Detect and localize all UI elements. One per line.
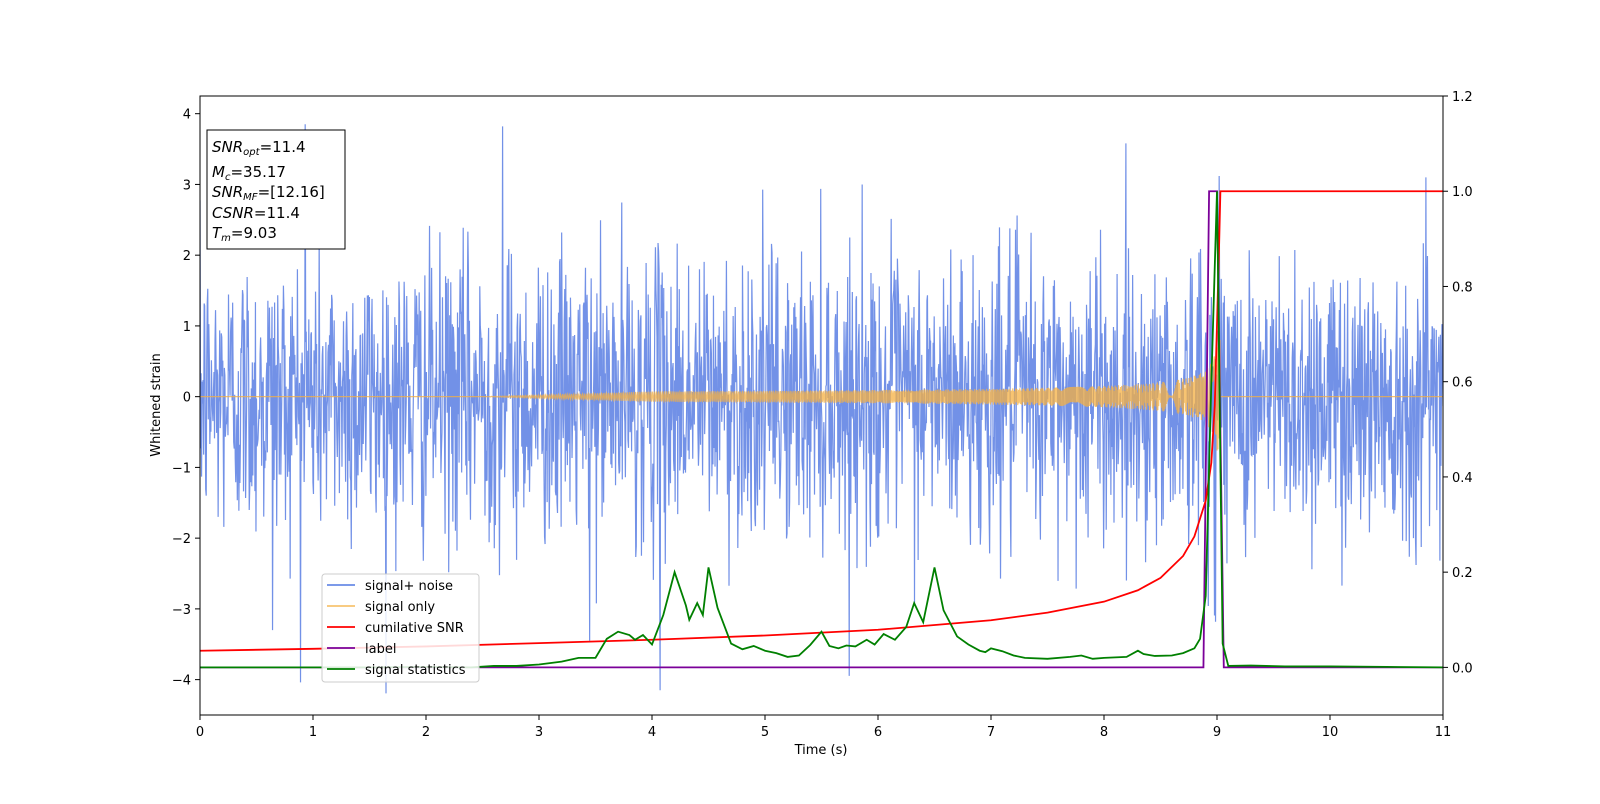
legend-label: signal only <box>365 600 435 615</box>
legend-frame <box>321 573 480 683</box>
x-tick-label: 2 <box>422 725 430 740</box>
axes: 0 1 2 3 4 5 6 7 8 9 10 11 −4 −3 −2 −1 0 1 2 3 4 0.0 0.2 0.4 0.6 0… <box>172 90 1473 740</box>
y-tick-label: 3 <box>183 178 191 193</box>
series-signal-noise <box>200 124 1443 694</box>
x-tick-label: 4 <box>648 725 656 740</box>
x-tick-label: 10 <box>1322 725 1339 740</box>
y2-tick-label: 0.6 <box>1452 376 1473 391</box>
x-tick-label: 11 <box>1435 725 1452 740</box>
x-tick-label: 6 <box>874 725 882 740</box>
x-tick-label: 5 <box>761 725 769 740</box>
info-line: CSNR=11.4 <box>212 204 300 222</box>
y2-tick-label: 1.0 <box>1452 185 1473 200</box>
x-tick-label: 1 <box>309 725 317 740</box>
y-axis-label: Whitened strain <box>149 353 164 456</box>
y-tick-label: −1 <box>172 461 191 476</box>
y-tick-label: −2 <box>172 532 191 547</box>
legend-label: label <box>365 642 396 657</box>
info-line: Tm=9.03 <box>212 224 277 244</box>
y2-tick-label: 0.2 <box>1452 566 1473 581</box>
x-tick-label: 7 <box>987 725 995 740</box>
legend: signal+ noise signal only cumilative SNR la… <box>321 573 480 683</box>
info-box: SNRopt=11.4 Mc=35.17SNRMF=[12.16]CSNR=11.… <box>206 129 346 250</box>
legend-label: signal+ noise <box>365 579 453 594</box>
y-tick-label: 1 <box>183 320 191 335</box>
legend-label: signal statistics <box>365 663 466 678</box>
x-tick-label: 8 <box>1100 725 1108 740</box>
y-tick-label: −4 <box>172 674 191 689</box>
info-box-frame <box>206 129 346 250</box>
plot-frame <box>199 95 1444 716</box>
info-line: SNRMF=[12.16] <box>212 183 325 203</box>
series-cumulative-snr <box>200 190 1443 652</box>
y2-tick-label: 0.4 <box>1452 471 1473 486</box>
x-tick-label: 0 <box>196 725 204 740</box>
y-tick-label: −3 <box>172 603 191 618</box>
series-label <box>200 190 1443 669</box>
x-tick-label: 3 <box>535 725 543 740</box>
y2-tick-label: 0.8 <box>1452 280 1473 295</box>
plot-area <box>200 124 1443 694</box>
series-signal-only <box>200 333 1443 451</box>
y-tick-label: 2 <box>183 249 191 264</box>
info-line: Mc=35.17 <box>212 163 286 183</box>
info-line: SNRopt=11.4 <box>212 138 306 158</box>
y-tick-label: 0 <box>183 391 191 406</box>
y-tick-label: 4 <box>183 108 191 123</box>
y2-tick-label: 0.0 <box>1452 661 1473 676</box>
legend-label: cumilative SNR <box>365 621 464 636</box>
y2-tick-label: 1.2 <box>1452 90 1473 105</box>
x-axis-label: Time (s) <box>794 743 848 758</box>
x-tick-label: 9 <box>1213 725 1221 740</box>
series-signal-statistics <box>200 191 1443 669</box>
